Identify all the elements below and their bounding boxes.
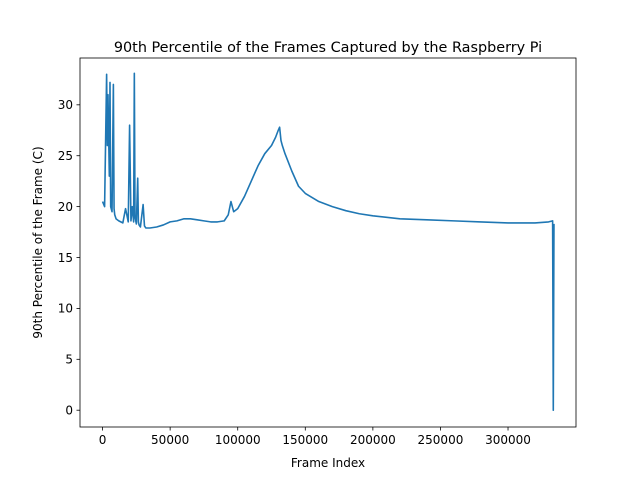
x-tick-label: 50000 — [151, 433, 189, 447]
y-tick-label: 10 — [58, 302, 73, 316]
y-tick-label: 5 — [65, 353, 73, 367]
y-tick-label: 30 — [58, 98, 73, 112]
y-tick-label: 20 — [58, 200, 73, 214]
y-axis-ticks: 0 5 10 15 20 25 30 — [58, 98, 80, 418]
x-tick-label: 200000 — [350, 433, 396, 447]
chart-title: 90th Percentile of the Frames Captured b… — [114, 40, 542, 56]
y-tick-label: 15 — [58, 251, 73, 265]
y-tick-label: 25 — [58, 149, 73, 163]
x-tick-label: 300000 — [485, 433, 531, 447]
x-axis-label: Frame Index — [291, 456, 365, 470]
y-axis-label: 90th Percentile of the Frame (C) — [31, 146, 45, 338]
plot-area: 0 50000 100000 150000 200000 250000 300000 0 5 1… — [58, 57, 577, 447]
x-tick-label: 250000 — [418, 433, 464, 447]
x-axis-ticks: 0 50000 100000 150000 200000 250000 300000 — [99, 427, 531, 447]
plot-frame — [79, 57, 577, 428]
x-tick-label: 150000 — [282, 433, 328, 447]
x-tick-label: 0 — [99, 433, 107, 447]
series-line — [101, 72, 555, 412]
x-tick-label: 100000 — [215, 433, 261, 447]
y-tick-label: 0 — [65, 404, 73, 418]
